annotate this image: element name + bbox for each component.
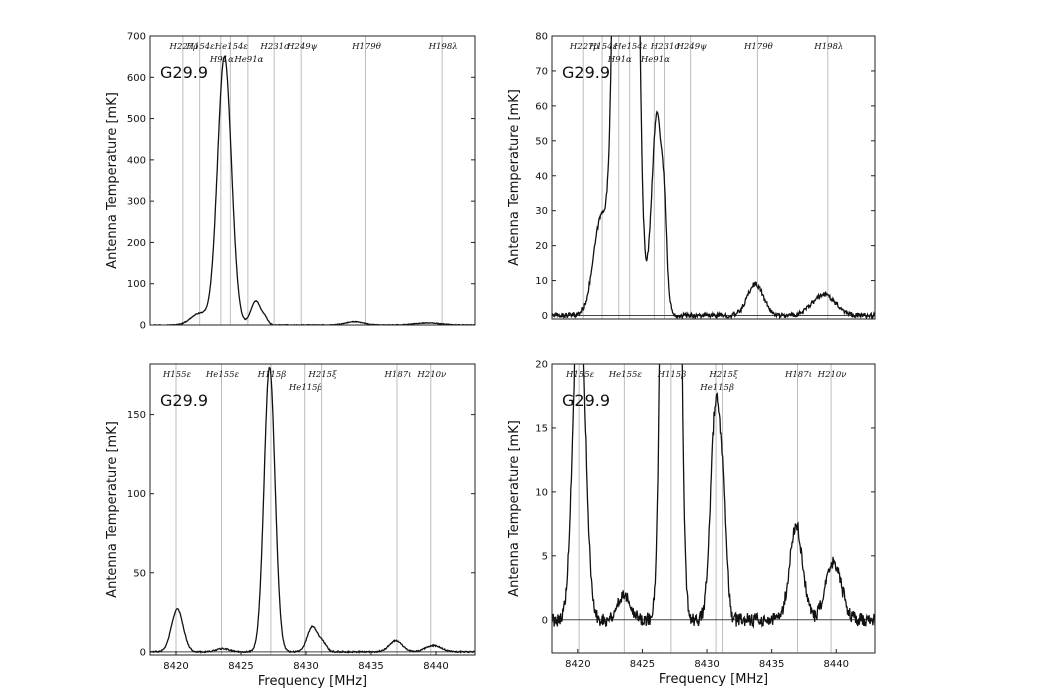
y-tick-label: 80: [535, 32, 548, 43]
source-label: G29.9: [562, 391, 610, 410]
line-marker-label: He115β: [699, 383, 734, 393]
line-marker-label: H115β: [657, 370, 687, 380]
line-marker-label: H154ε: [186, 42, 216, 52]
y-tick-label: 70: [535, 66, 548, 77]
x-axis-label: Frequency [MHz]: [258, 674, 367, 689]
axes-frame: [149, 363, 476, 656]
y-tick-label: 30: [535, 206, 548, 217]
y-tick-label: 300: [127, 197, 146, 208]
y-tick-label: 100: [127, 279, 146, 290]
x-tick-label: 8420: [565, 659, 590, 670]
line-marker-label: H155ε: [162, 370, 192, 380]
x-tick-label: 8435: [358, 661, 383, 672]
y-tick-label: 0: [542, 311, 548, 322]
y-tick-label: 15: [535, 423, 548, 434]
y-tick-label: 50: [535, 136, 548, 147]
y-tick-label: 20: [535, 360, 548, 371]
y-axis-label: Antenna Temperature [mK]: [507, 420, 522, 597]
y-tick-label: 0: [542, 615, 548, 626]
line-marker-label: He91α: [640, 55, 670, 65]
y-tick-label: 40: [535, 171, 548, 182]
line-marker-label: H215ξ: [708, 370, 739, 380]
x-tick-label: 8435: [759, 659, 784, 670]
y-tick-label: 150: [127, 410, 146, 421]
line-marker-label: H210ν: [416, 370, 446, 380]
line-marker-label: H91α: [209, 55, 234, 65]
line-marker-label: H227ρ: [169, 42, 199, 52]
y-axis-label: Antenna Temperature [mK]: [507, 89, 522, 266]
line-marker-label: H249ψ: [286, 42, 318, 52]
source-label: G29.9: [160, 63, 208, 82]
x-tick-label: 8430: [293, 661, 318, 672]
x-tick-label: 8425: [630, 659, 655, 670]
panel-4: H155ε He155ε H115β He115β H215ξ H187ι H210ν 0 5 1…: [507, 360, 876, 687]
y-tick-label: 400: [127, 155, 146, 166]
line-marker-label: H210ν: [817, 370, 847, 380]
line-marker-label: He155ε: [608, 370, 643, 380]
line-marker-label: He91α: [233, 55, 263, 65]
line-marker-label: H155ε: [565, 370, 595, 380]
line-marker-label: H198λ: [813, 42, 843, 52]
line-marker-label: H187ι: [784, 370, 812, 380]
x-tick-label: 8440: [824, 659, 849, 670]
line-marker-label: H231σ: [259, 42, 290, 52]
y-tick-label: 700: [127, 32, 146, 43]
line-marker-label: H249ψ: [675, 42, 707, 52]
axes-frame: [551, 363, 876, 654]
x-tick-label: 8425: [228, 661, 253, 672]
line-marker-label: H187ι: [384, 370, 412, 380]
line-marker-label: H179θ: [351, 42, 381, 52]
spectrum-trace: [552, 36, 875, 319]
line-marker-label: H154ε: [588, 42, 618, 52]
y-tick-label: 20: [535, 241, 548, 252]
x-tick-label: 8420: [163, 661, 188, 672]
axes-frame: [149, 35, 476, 326]
line-marker-label: H179θ: [743, 42, 773, 52]
y-tick-label: 600: [127, 73, 146, 84]
y-tick-label: 100: [127, 489, 146, 500]
x-axis-label: Frequency [MHz]: [659, 672, 768, 687]
y-tick-label: 60: [535, 101, 548, 112]
y-tick-label: 10: [535, 276, 548, 287]
axes-frame: [551, 35, 876, 320]
y-tick-label: 200: [127, 238, 146, 249]
y-axis-label: Antenna Temperature [mK]: [105, 92, 120, 269]
spectrum-trace: [150, 366, 475, 654]
x-tick-label: 8430: [694, 659, 719, 670]
line-marker-label: He154ε: [613, 42, 648, 52]
y-tick-label: 10: [535, 487, 548, 498]
spectrum-trace: [150, 55, 475, 325]
line-marker-label: He115β: [288, 383, 323, 393]
y-tick-label: 50: [133, 568, 146, 579]
x-tick-label: 8440: [423, 661, 448, 672]
line-marker-label: H215ξ: [307, 370, 338, 380]
y-tick-label: 0: [140, 647, 146, 658]
source-label: G29.9: [562, 63, 610, 82]
line-marker-label: H231σ: [650, 42, 681, 52]
line-marker-label: H198λ: [428, 42, 458, 52]
y-tick-label: 500: [127, 114, 146, 125]
spectrum-trace: [552, 364, 875, 629]
line-marker-label: He155ε: [205, 370, 240, 380]
source-label: G29.9: [160, 391, 208, 410]
line-marker-label: He154ε: [214, 42, 249, 52]
line-marker-label: H91α: [607, 55, 632, 65]
y-tick-label: 0: [140, 321, 146, 332]
y-tick-label: 5: [542, 551, 548, 562]
y-axis-label: Antenna Temperature [mK]: [105, 421, 120, 598]
line-marker-label: H227ρ: [569, 42, 599, 52]
